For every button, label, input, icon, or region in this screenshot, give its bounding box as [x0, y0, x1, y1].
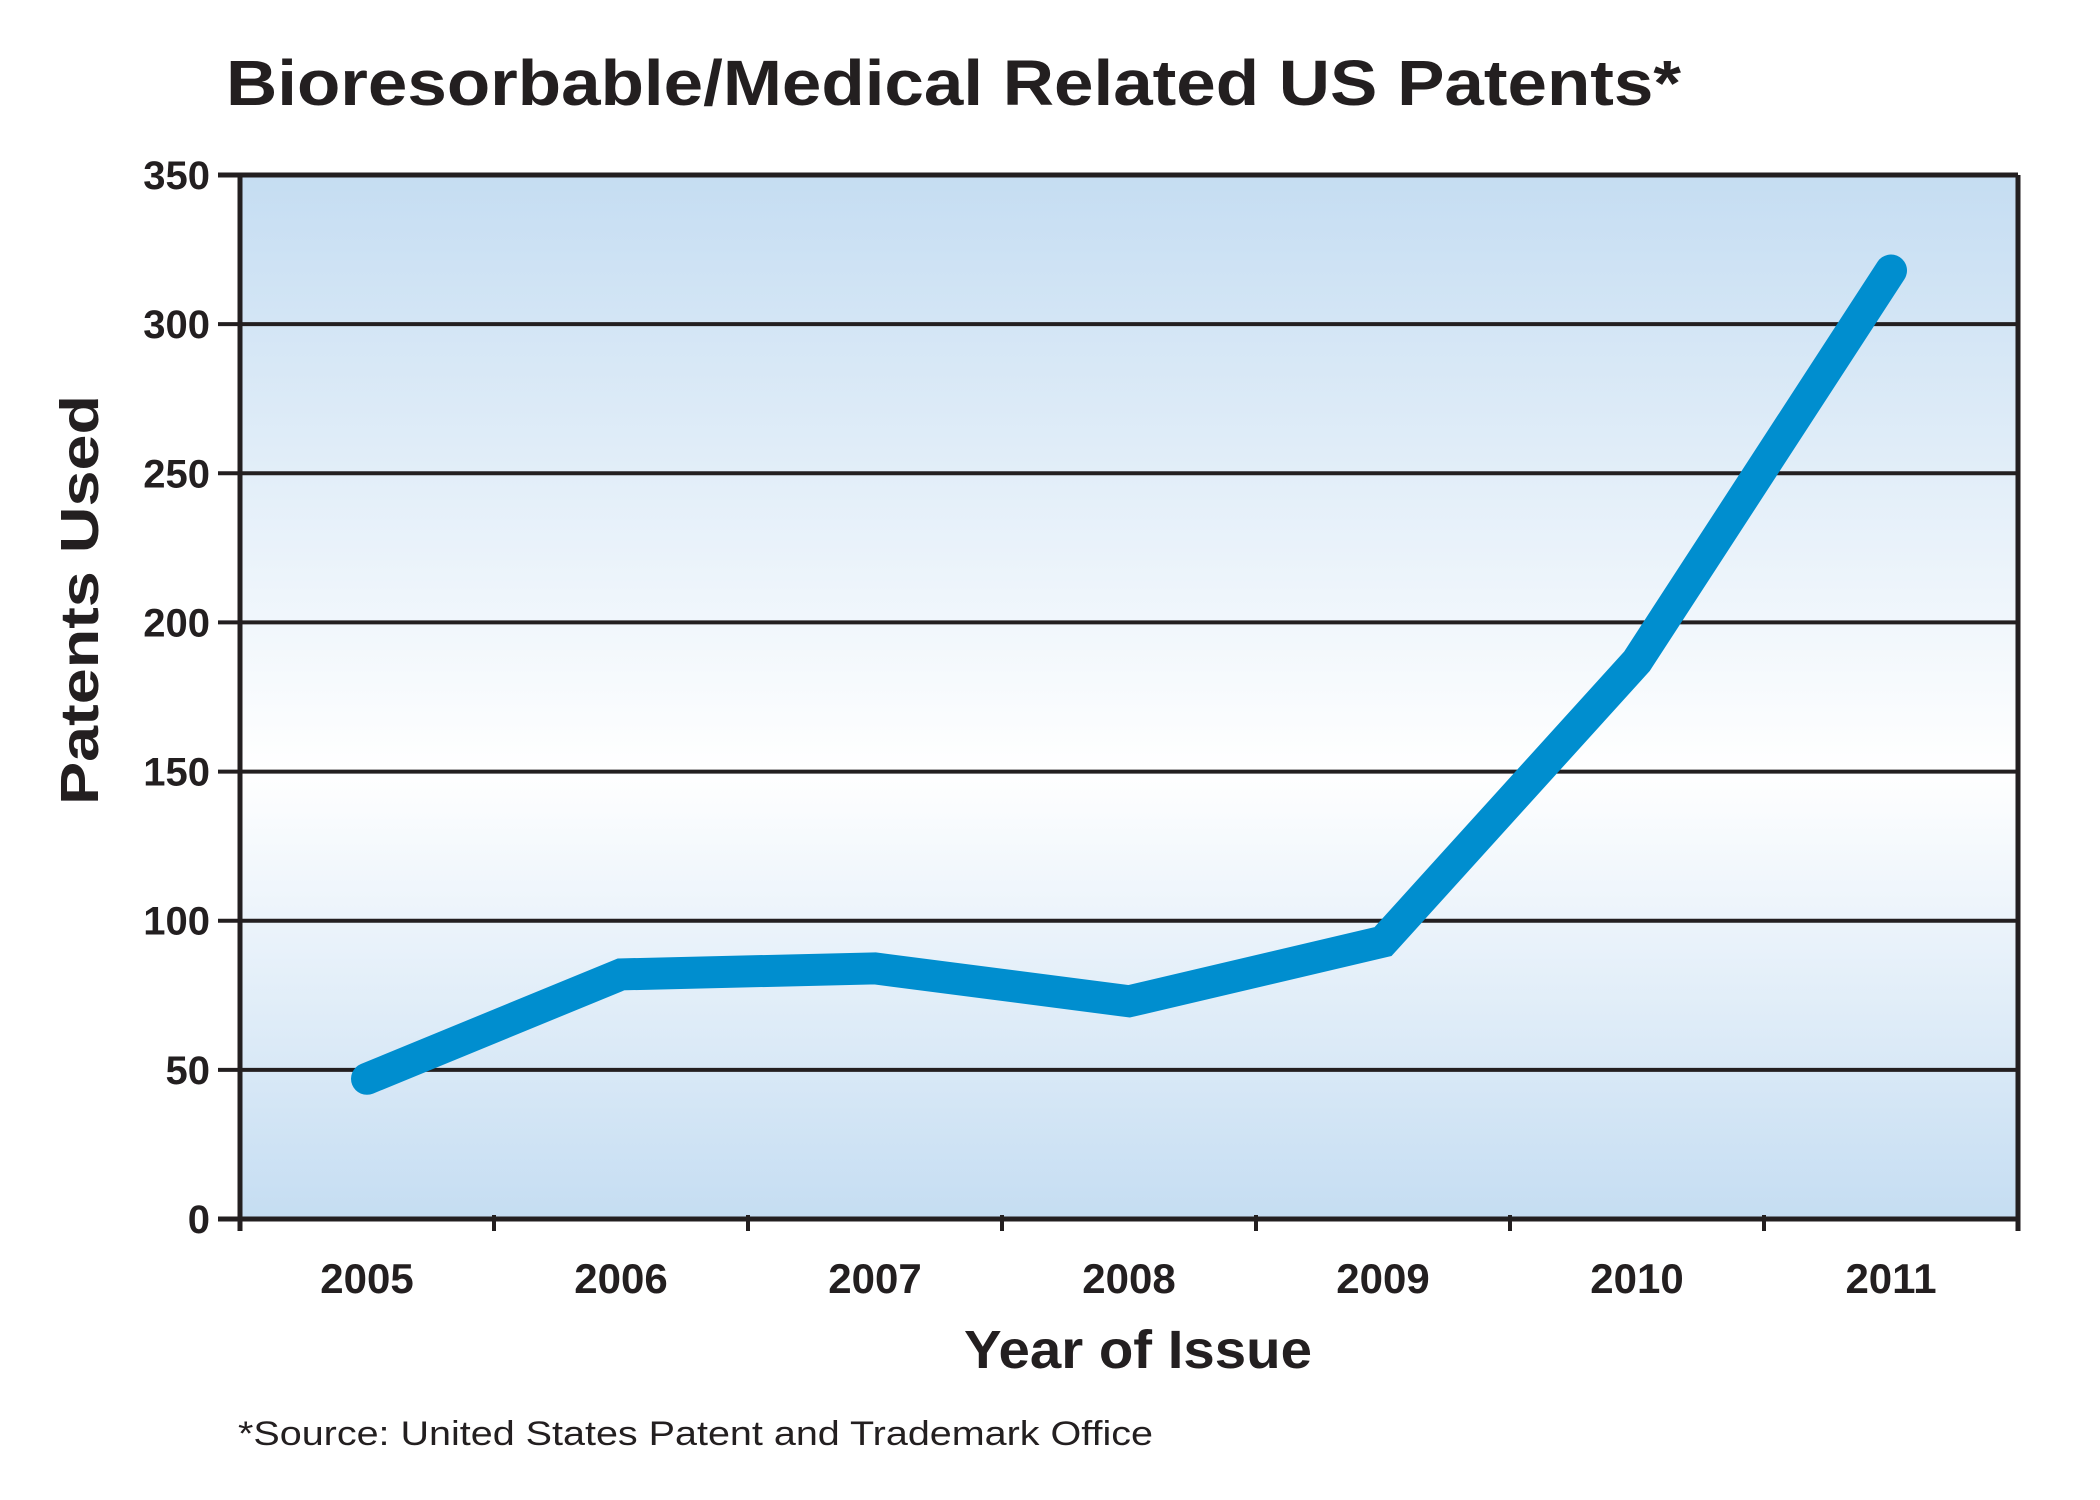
y-tick-label: 250: [143, 452, 210, 496]
y-tick-label: 200: [143, 601, 210, 645]
series-group: [351, 254, 1907, 1095]
y-axis-ticks: 0 50 100 150 200 250 300 350: [143, 154, 240, 1242]
x-axis-title: Year of Issue: [964, 1320, 1312, 1380]
gridlines: [240, 322, 2018, 1072]
x-tick-label: 2009: [1336, 1255, 1429, 1302]
x-tick-label: 2008: [1082, 1255, 1175, 1302]
y-tick-label: 350: [143, 154, 210, 198]
y-axis-title: Patents Used: [50, 395, 110, 805]
y-tick-label: 150: [143, 751, 210, 795]
x-tick-label: 2010: [1590, 1255, 1683, 1302]
y-tick-label: 0: [188, 1198, 210, 1242]
x-tick-label: 2006: [574, 1255, 667, 1302]
chart-title: Bioresorbable/Medical Related US Patents…: [226, 47, 1681, 119]
y-tick-label: 50: [166, 1049, 211, 1093]
x-tick-label: 2005: [320, 1255, 413, 1302]
y-tick-label: 100: [143, 900, 210, 944]
x-tick-label: 2007: [828, 1255, 921, 1302]
plot-background: [240, 175, 2018, 1219]
x-axis-ticks: 2005 2006 2007 2008 2009 2010 2011: [320, 1215, 1937, 1302]
x-tick-label: 2011: [1845, 1255, 1936, 1302]
source-footnote: *Source: United States Patent and Tradem…: [238, 1415, 1153, 1453]
axes: [218, 172, 2021, 1231]
y-tick-label: 300: [143, 303, 210, 347]
